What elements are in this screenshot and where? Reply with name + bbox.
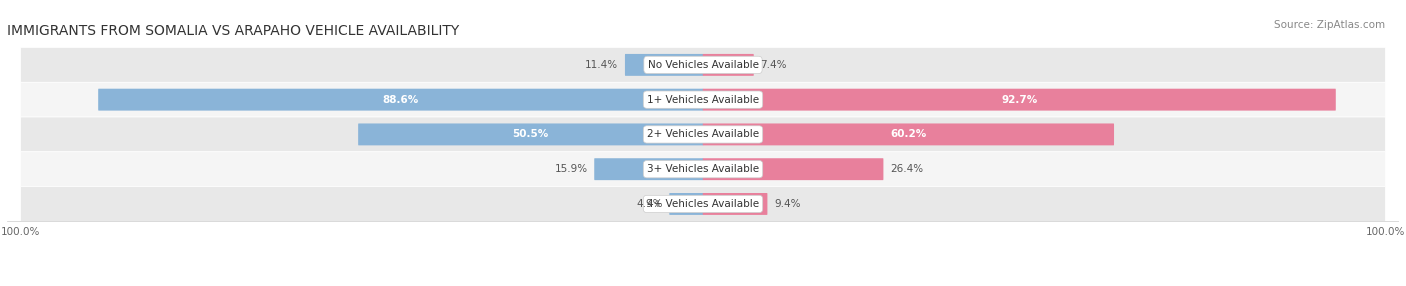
FancyBboxPatch shape <box>359 124 703 145</box>
FancyBboxPatch shape <box>703 89 1336 111</box>
Text: 2+ Vehicles Available: 2+ Vehicles Available <box>647 130 759 139</box>
Text: 88.6%: 88.6% <box>382 95 419 105</box>
FancyBboxPatch shape <box>703 193 768 215</box>
Text: 3+ Vehicles Available: 3+ Vehicles Available <box>647 164 759 174</box>
Text: 1+ Vehicles Available: 1+ Vehicles Available <box>647 95 759 105</box>
FancyBboxPatch shape <box>21 82 1385 117</box>
FancyBboxPatch shape <box>98 89 703 111</box>
Text: 9.4%: 9.4% <box>773 199 800 209</box>
Text: 50.5%: 50.5% <box>513 130 548 139</box>
Text: No Vehicles Available: No Vehicles Available <box>648 60 758 70</box>
Text: IMMIGRANTS FROM SOMALIA VS ARAPAHO VEHICLE AVAILABILITY: IMMIGRANTS FROM SOMALIA VS ARAPAHO VEHIC… <box>7 24 460 38</box>
FancyBboxPatch shape <box>703 124 1114 145</box>
FancyBboxPatch shape <box>624 54 703 76</box>
FancyBboxPatch shape <box>21 152 1385 186</box>
FancyBboxPatch shape <box>595 158 703 180</box>
FancyBboxPatch shape <box>21 47 1385 82</box>
FancyBboxPatch shape <box>703 158 883 180</box>
FancyBboxPatch shape <box>669 193 703 215</box>
Text: 4.9%: 4.9% <box>637 199 662 209</box>
Text: 4+ Vehicles Available: 4+ Vehicles Available <box>647 199 759 209</box>
Text: 26.4%: 26.4% <box>890 164 924 174</box>
FancyBboxPatch shape <box>21 186 1385 221</box>
Text: Source: ZipAtlas.com: Source: ZipAtlas.com <box>1274 20 1385 30</box>
Text: 7.4%: 7.4% <box>761 60 787 70</box>
Text: 11.4%: 11.4% <box>585 60 619 70</box>
Text: 92.7%: 92.7% <box>1001 95 1038 105</box>
Text: 60.2%: 60.2% <box>890 130 927 139</box>
FancyBboxPatch shape <box>21 117 1385 152</box>
Text: 15.9%: 15.9% <box>554 164 588 174</box>
FancyBboxPatch shape <box>703 54 754 76</box>
